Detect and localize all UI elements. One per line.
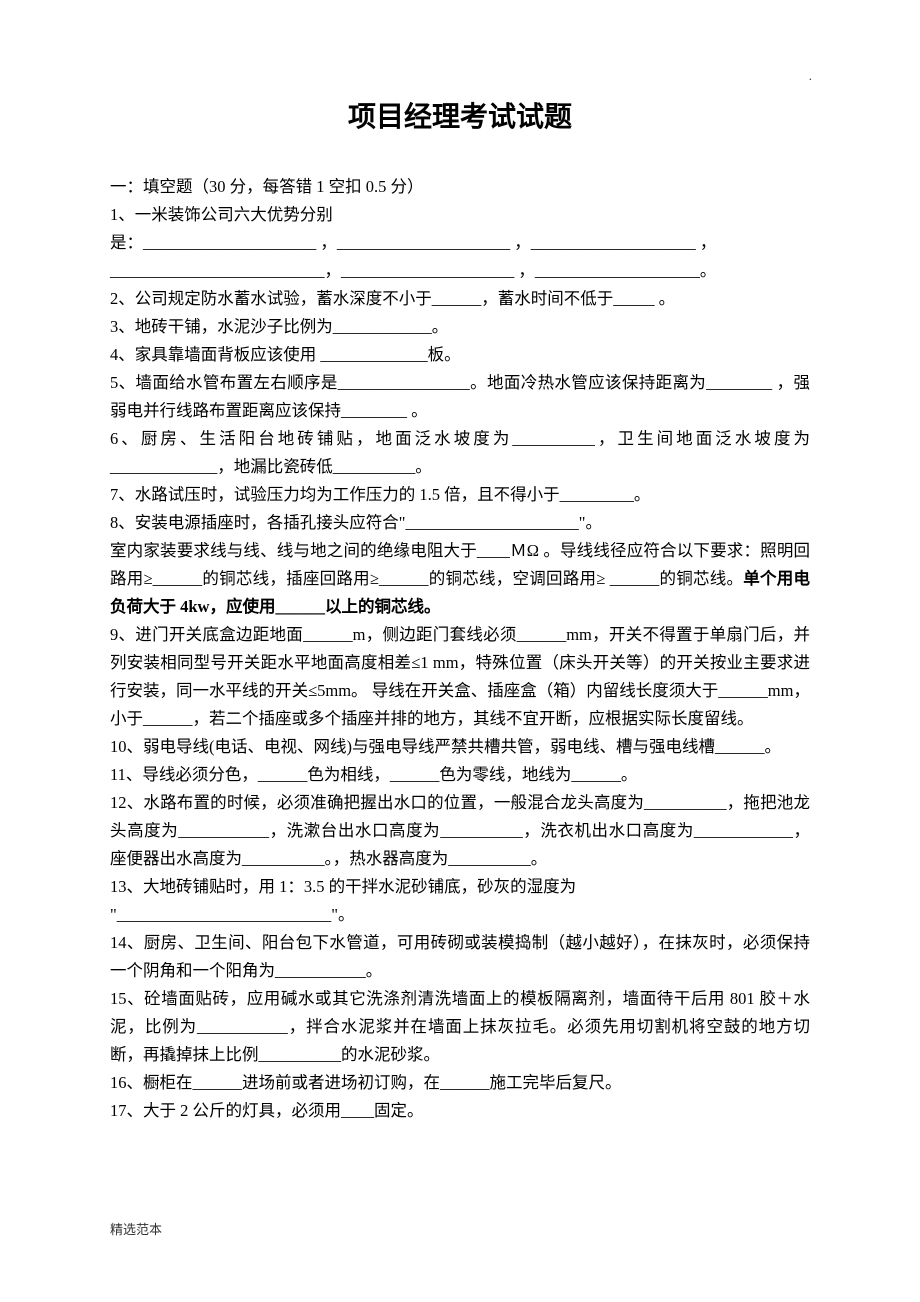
- q9: 9、进门开关底盒边距地面______m，侧边距门套线必须______mm，开关不…: [110, 621, 810, 733]
- exam-title: 项目经理考试试题: [110, 95, 810, 135]
- q17: 17、大于 2 公斤的灯具，必须用____固定。: [110, 1097, 810, 1125]
- q6: 6、厨房、生活阳台地砖铺贴，地面泛水坡度为__________，卫生间地面泛水坡…: [110, 425, 810, 481]
- page-marker: .: [809, 68, 812, 84]
- q1-line3: __________________________，_____________…: [110, 257, 810, 285]
- q13-line1: 13、大地砖铺贴时，用 1：3.5 的干拌水泥砂铺底，砂灰的湿度为: [110, 873, 810, 901]
- q8-line2-wrapper: 室内家装要求线与线、线与地之间的绝缘电阻大于____ＭΩ 。导线线径应符合以下要…: [110, 537, 810, 621]
- footer-text: 精选范本: [110, 1219, 162, 1238]
- q8-line1: 8、安装电源插座时，各插孔接头应符合"_____________________…: [110, 509, 810, 537]
- q2: 2、公司规定防水蓄水试验，蓄水深度不小于______，蓄水时间不低于_____ …: [110, 285, 810, 313]
- q7: 7、水路试压时，试验压力均为工作压力的 1.5 倍，且不得小于_________…: [110, 481, 810, 509]
- q12: 12、水路布置的时候，必须准确把握出水口的位置，一般混合龙头高度为_______…: [110, 789, 810, 873]
- section-header: 一：填空题（30 分，每答错 1 空扣 0.5 分）: [110, 173, 810, 201]
- q8-line2: 室内家装要求线与线、线与地之间的绝缘电阻大于____ＭΩ 。导线线径应符合以下要…: [110, 541, 810, 588]
- q15: 15、砼墙面贴砖，应用碱水或其它洗涤剂清洗墙面上的模板隔离剂，墙面待干后用 80…: [110, 985, 810, 1069]
- q14: 14、厨房、卫生间、阳台包下水管道，可用砖砌或装模捣制（越小越好），在抹灰时，必…: [110, 929, 810, 985]
- q4: 4、家具靠墙面背板应该使用 _____________板。: [110, 341, 810, 369]
- q1-line2: 是：_____________________ ，_______________…: [110, 229, 810, 257]
- q3: 3、地砖干铺，水泥沙子比例为____________。: [110, 313, 810, 341]
- q5: 5、墙面给水管布置左右顺序是________________。地面冷热水管应该保…: [110, 369, 810, 425]
- exam-content: 一：填空题（30 分，每答错 1 空扣 0.5 分） 1、一米装饰公司六大优势分…: [110, 173, 810, 1125]
- q10: 10、弱电导线(电话、电视、网线)与强电导线严禁共槽共管，弱电线、槽与强电线槽_…: [110, 733, 810, 761]
- q11: 11、导线必须分色，______色为相线，______色为零线，地线为_____…: [110, 761, 810, 789]
- q1-line1: 1、一米装饰公司六大优势分别: [110, 201, 810, 229]
- q13-line2: "__________________________"。: [110, 901, 810, 929]
- q16: 16、橱柜在______进场前或者进场初订购，在______施工完毕后复尺。: [110, 1069, 810, 1097]
